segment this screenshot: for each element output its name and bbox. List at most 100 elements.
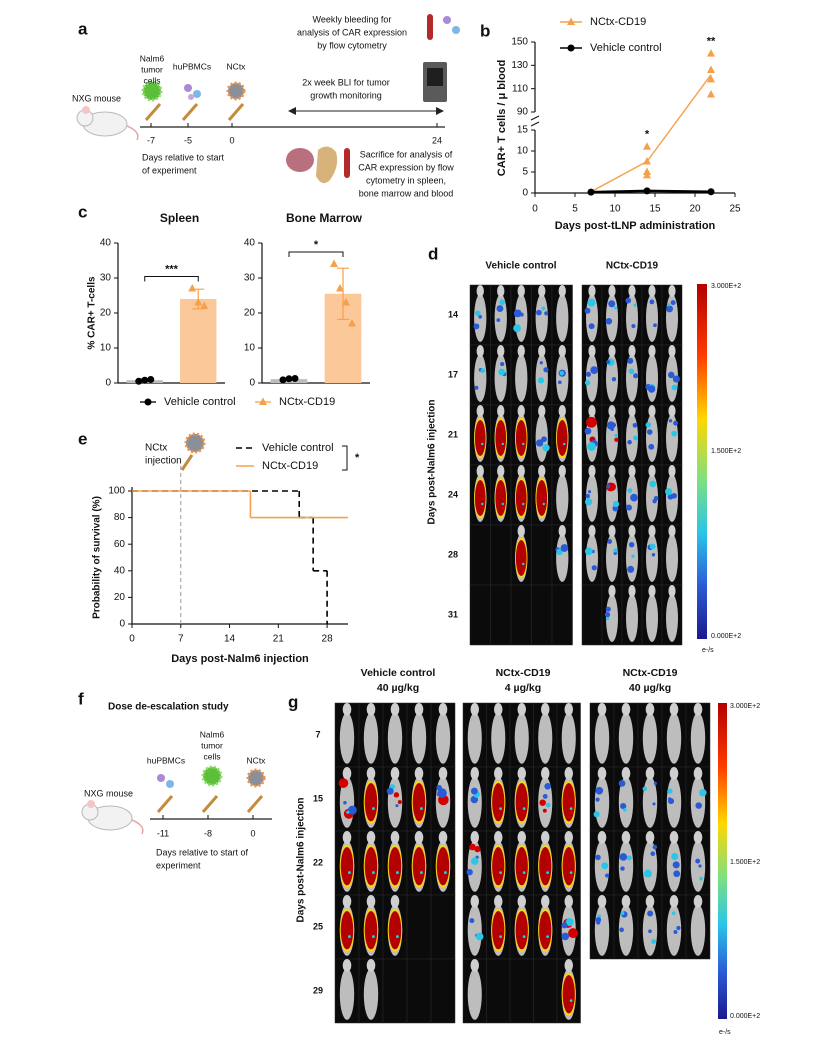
- significance: **: [707, 36, 716, 48]
- mouse-body: [586, 354, 598, 402]
- signal: [595, 854, 601, 861]
- mouse-body: [556, 294, 569, 342]
- signal: [584, 380, 591, 386]
- mouse-head: [597, 767, 607, 780]
- day-label: 22: [313, 857, 323, 867]
- signal: [492, 911, 505, 950]
- signal: [698, 864, 702, 868]
- mouse-head: [497, 285, 505, 297]
- spleen-icon: [286, 148, 314, 172]
- y-tick-label: 5: [522, 167, 528, 178]
- image-cell: [382, 958, 408, 1024]
- signal: [395, 804, 399, 808]
- significance: *: [645, 129, 650, 141]
- signal: [412, 783, 426, 822]
- mouse-head: [648, 585, 656, 597]
- signal: [644, 869, 652, 878]
- signal: [386, 787, 394, 795]
- signal: [667, 371, 675, 379]
- panel-letter: a: [78, 19, 88, 38]
- image-cell: [406, 958, 432, 1024]
- legend-label: NCtx-CD19: [279, 396, 335, 408]
- mouse-body: [690, 776, 706, 828]
- mouse-head: [538, 465, 546, 477]
- mouse-body: [626, 534, 638, 582]
- mouse-head: [517, 831, 526, 844]
- panel-letter: d: [428, 244, 438, 263]
- mouse-head: [558, 525, 566, 537]
- signal: [471, 857, 479, 865]
- signal: [649, 543, 656, 550]
- label: tumor: [201, 740, 223, 750]
- signal: [586, 416, 597, 428]
- day-label: 0: [229, 135, 234, 145]
- mouse-body: [618, 712, 634, 764]
- data-point: [643, 187, 651, 195]
- nctx-icon: [226, 81, 246, 101]
- signal: [480, 368, 486, 373]
- y-tick-label: 0: [522, 188, 528, 199]
- signal: [513, 309, 522, 318]
- mouse-head: [470, 767, 479, 780]
- y-tick-label: 40: [244, 238, 256, 249]
- mouse-head: [608, 345, 616, 357]
- signal: [364, 783, 378, 822]
- signal: [631, 324, 636, 329]
- label: cytometry in spleen,: [366, 175, 446, 185]
- legend-label: Vehicle control: [590, 42, 662, 54]
- y-tick-label: 60: [114, 539, 126, 550]
- signal: [671, 493, 678, 499]
- data-point: [342, 298, 350, 306]
- signal: [619, 853, 628, 861]
- mouse-body: [515, 294, 528, 342]
- signal: [542, 794, 548, 799]
- signal: [668, 797, 672, 801]
- signal: [515, 540, 527, 576]
- y-tick-label: 0: [249, 378, 255, 389]
- nctx-icon: [246, 768, 266, 788]
- cell-icon: [452, 26, 460, 34]
- data-point: [285, 375, 293, 383]
- signal: [541, 436, 547, 443]
- cell-icon: [188, 94, 194, 100]
- data-point: [135, 377, 143, 385]
- signal: [591, 565, 597, 571]
- data-point: [188, 284, 197, 292]
- signal: [648, 443, 655, 450]
- signal: [513, 324, 522, 333]
- signal: [492, 847, 505, 886]
- signal: [371, 807, 375, 811]
- label: Nalm6: [200, 729, 225, 739]
- signal: [569, 999, 573, 1003]
- syringe: [144, 103, 162, 121]
- image-cell: [533, 958, 558, 1024]
- mouse-head: [588, 465, 596, 477]
- mouse-head: [538, 345, 546, 357]
- mouse-body: [690, 712, 706, 764]
- signal: [343, 800, 347, 805]
- signal: [649, 299, 655, 305]
- tube-icon: [427, 14, 433, 40]
- colorbar: [697, 284, 707, 639]
- label: Days relative to start of: [156, 847, 249, 857]
- chart-title: Spleen: [160, 211, 199, 225]
- mouse-body: [586, 474, 598, 522]
- panel-letter: f: [78, 689, 84, 708]
- signal: [670, 300, 676, 306]
- mouse-head: [628, 285, 636, 297]
- colorbar-unit: e-/s: [702, 647, 714, 654]
- signal: [585, 371, 592, 377]
- signal: [543, 367, 549, 373]
- label: NCtx: [227, 61, 247, 71]
- signal: [470, 787, 478, 795]
- mouse-head: [342, 895, 352, 908]
- panel-title: Dose de-escalation study: [108, 702, 229, 713]
- signal: [648, 929, 652, 934]
- axis-break: [530, 121, 540, 127]
- signal: [542, 808, 547, 813]
- signal: [535, 439, 544, 447]
- signal: [627, 488, 633, 493]
- mouse-body: [339, 712, 355, 764]
- data-point: [194, 298, 203, 306]
- signal: [371, 871, 375, 875]
